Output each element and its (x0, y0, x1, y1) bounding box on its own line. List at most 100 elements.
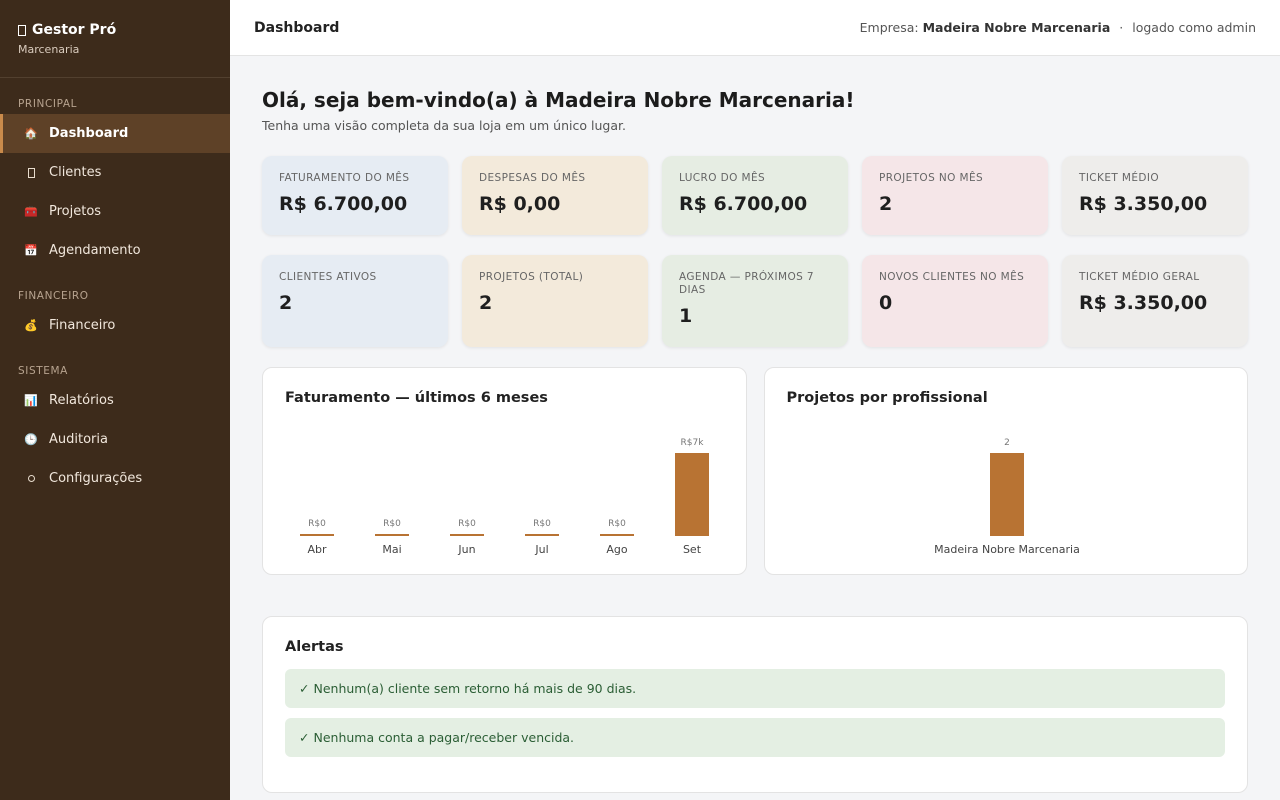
users-icon (22, 166, 40, 180)
revenue-chart-title: Faturamento — últimos 6 meses (285, 390, 548, 406)
bar-mai (375, 534, 409, 536)
data-label-mai: R$0 (383, 519, 401, 529)
data-label-set: R$7k (681, 438, 705, 448)
topbar-info: Empresa: Madeira Nobre Marcenaria · loga… (860, 20, 1256, 35)
kpi-value: R$ 3.350,00 (1079, 193, 1208, 215)
data-label-madeira-nobre-marcenaria: 2 (1004, 438, 1010, 448)
kpi-card-ticket-medio-geral: TICKET MÉDIO GERAL R$ 3.350,00 (1062, 255, 1248, 347)
kpi-label: PROJETOS (TOTAL) (479, 271, 584, 283)
kpi-card-clientes-ativos: CLIENTES ATIVOS 2 (262, 255, 448, 347)
kpi-label: NOVOS CLIENTES NO MÊS (879, 271, 1025, 283)
clock-icon: 🕒 (24, 433, 38, 446)
bar-madeira-nobre-marcenaria (989, 453, 1024, 536)
kpi-label: AGENDA — PRÓXIMOS 7 DIAS (679, 271, 814, 296)
alerts-title: Alertas (285, 639, 344, 655)
sidebar-item-relatorios[interactable]: 📊 Relatórios (0, 381, 230, 420)
kpi-card-faturamento-do-mes: FATURAMENTO DO MÊS R$ 6.700,00 (262, 156, 448, 235)
calendar-icon: 📅 (24, 244, 38, 257)
projects-icon: 🧰 (24, 205, 38, 218)
greeting-subtitle: Tenha uma visão completa da sua loja em … (262, 118, 626, 133)
greeting-title: Olá, seja bem-vindo(a) à Madeira Nobre M… (262, 88, 855, 112)
sidebar-item-label: Clientes (49, 165, 102, 180)
gear-shape (27, 475, 35, 482)
alert-item: ✓ Nenhum(a) cliente sem retorno há mais d… (285, 669, 1225, 708)
kpi-label: TICKET MÉDIO GERAL (1079, 271, 1200, 283)
projects-chart: 2 Madeira Nobre Marcenaria (934, 438, 1080, 556)
bar-abr (300, 534, 334, 536)
kpi-value: 2 (479, 292, 493, 314)
tick-label-abr: Abr (307, 543, 327, 556)
kpi-value: 0 (879, 292, 893, 314)
box-shape (27, 167, 35, 178)
alert-list: ✓ Nenhum(a) cliente sem retorno há mais d… (285, 669, 1225, 757)
kpi-label: TICKET MÉDIO (1079, 172, 1160, 184)
brand: Gestor Pró Marcenaria (0, 0, 230, 78)
tick-label-ago: Ago (606, 543, 628, 556)
alert-item: ✓ Nenhuma conta a pagar/receber vencida. (285, 718, 1225, 757)
kpi-card-ticket-medio: TICKET MÉDIO R$ 3.350,00 (1062, 156, 1248, 235)
kpi-card-despesas-do-mes: DESPESAS DO MÊS R$ 0,00 (462, 156, 648, 235)
projects-chart-title: Projetos por profissional (786, 390, 988, 406)
kpi-value: 2 (279, 292, 293, 314)
sidebar-item-label: Relatórios (49, 393, 114, 408)
data-label-ago: R$0 (608, 519, 626, 529)
projects-chart-card: Projetos por profissional 2 Madeira Nobre… (763, 367, 1248, 575)
sidebar-item-agendamento[interactable]: 📅 Agendamento (0, 231, 230, 270)
house-icon: 🏠 (24, 127, 38, 140)
sidebar-item-financeiro[interactable]: 💰 Financeiro (0, 306, 230, 345)
kpi-value: R$ 6.700,00 (279, 193, 408, 215)
sidebar-nav: PRINCIPAL 🏠 Dashboard Clientes 🧰 Projetos 📅 Age… (0, 78, 230, 498)
topbar: Dashboard Empresa: Madeira Nobre Marcena… (230, 0, 1280, 56)
data-label-jun: R$0 (458, 519, 476, 529)
charts-row: Faturamento — últimos 6 meses R$0 Abr R$0 M… (262, 367, 1248, 575)
kpi-card-novos-clientes-no-mes: NOVOS CLIENTES NO MÊS 0 (862, 255, 1048, 347)
sidebar-item-configuracoes[interactable]: Configurações (0, 459, 230, 498)
kpi-card-projetos-no-mes: PROJETOS NO MÊS 2 (862, 156, 1048, 235)
tick-label-mai: Mai (382, 543, 401, 556)
bar-jun (450, 534, 484, 536)
data-label-abr: R$0 (308, 519, 326, 529)
kpi-value: R$ 0,00 (479, 193, 561, 215)
kpi-label: PROJETOS NO MÊS (879, 172, 984, 184)
kpi-value: R$ 3.350,00 (1079, 292, 1208, 314)
sidebar-item-auditoria[interactable]: 🕒 Auditoria (0, 420, 230, 459)
check-icon: ✓ (299, 681, 310, 696)
brand-title-text: Gestor Pró (32, 22, 117, 38)
kpi-label: DESPESAS DO MÊS (479, 172, 586, 184)
sidebar-item-label: Projetos (49, 204, 102, 219)
tick-label-jun: Jun (457, 543, 475, 556)
tick-label-set: Set (683, 543, 702, 556)
kpi-card-lucro-do-mes: LUCRO DO MÊS R$ 6.700,00 (662, 156, 848, 235)
brand-subtitle: Marcenaria (18, 43, 80, 56)
kpi-row-1: FATURAMENTO DO MÊS R$ 6.700,00 DESPESAS DO… (262, 156, 1248, 235)
check-icon: ✓ (299, 730, 310, 745)
bar-chart-icon: 📊 (24, 394, 38, 407)
page-title: Dashboard (254, 19, 340, 36)
bar-jul (525, 534, 559, 536)
bar-ago (600, 534, 634, 536)
brand-title[interactable]: Gestor Pró (18, 22, 212, 38)
sidebar-item-label: Configurações (49, 471, 143, 486)
nav-spacer (0, 270, 230, 286)
sidebar-item-label: Agendamento (49, 243, 141, 258)
nav-section-principal: PRINCIPAL (18, 98, 78, 110)
sidebar-item-label: Dashboard (49, 126, 129, 141)
kpi-card-agenda-proximos-7-dias: AGENDA — PRÓXIMOS 7 DIAS 1 (662, 255, 848, 347)
kpi-value: 1 (679, 305, 693, 327)
tick-label-jul: Jul (534, 543, 548, 556)
kpi-card-projetos-total: PROJETOS (TOTAL) 2 (462, 255, 648, 347)
data-label-jul: R$0 (533, 519, 551, 529)
sidebar-item-clientes[interactable]: Clientes (0, 153, 230, 192)
tick-label-madeira-nobre-marcenaria: Madeira Nobre Marcenaria (934, 543, 1080, 556)
company-label: Empresa: (859, 20, 919, 35)
separator: · (1119, 20, 1124, 35)
sidebar-item-dashboard[interactable]: 🏠 Dashboard (0, 114, 230, 153)
kpi-label: CLIENTES ATIVOS (279, 271, 377, 283)
nav-spacer (0, 345, 230, 361)
sidebar-item-projetos[interactable]: 🧰 Projetos (0, 192, 230, 231)
kpi-label: FATURAMENTO DO MÊS (279, 172, 410, 184)
logged-user: logado como admin (1132, 20, 1256, 35)
bar-set (675, 453, 709, 536)
nav-section-sistema: SISTEMA (18, 365, 68, 377)
kpi-value: R$ 6.700,00 (679, 193, 808, 215)
